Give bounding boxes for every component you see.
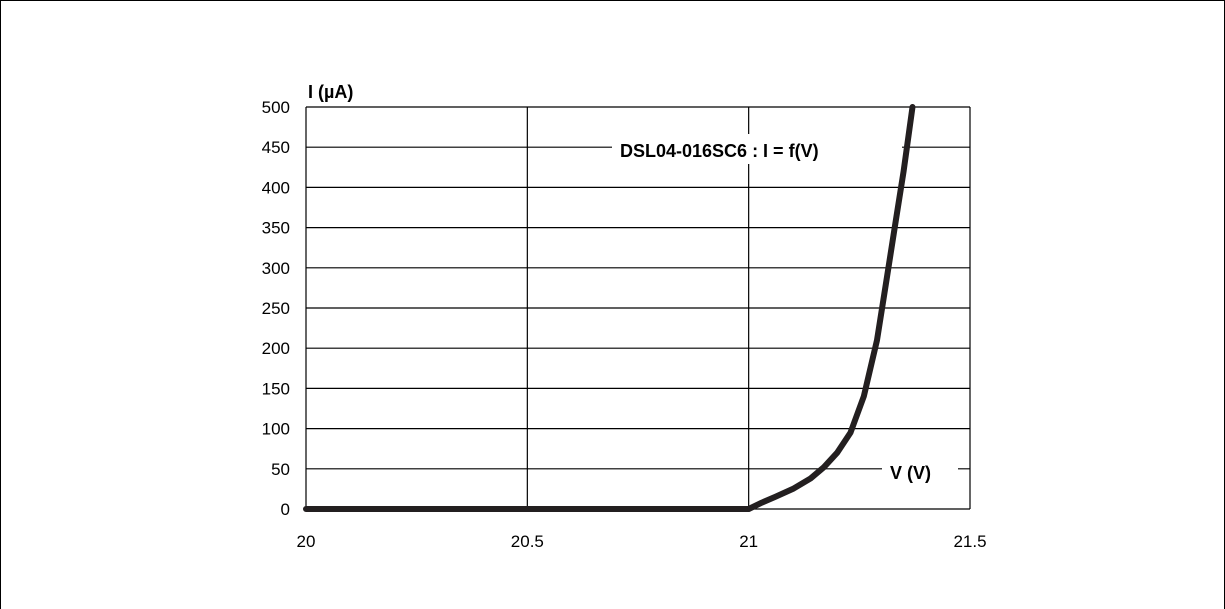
y-tick-label: 450 bbox=[262, 138, 290, 157]
y-tick-label: 200 bbox=[262, 339, 290, 358]
grid bbox=[305, 106, 971, 510]
chart-title: DSL04-016SC6 : I = f(V) bbox=[620, 141, 819, 161]
y-tick-label: 300 bbox=[262, 259, 290, 278]
y-tick-label: 150 bbox=[262, 379, 290, 398]
y-tick-label: 500 bbox=[262, 98, 290, 117]
y-tick-label: 350 bbox=[262, 219, 290, 238]
y-tick-label: 0 bbox=[281, 500, 290, 519]
x-tick-label: 20 bbox=[297, 532, 316, 551]
title-background bbox=[612, 134, 902, 164]
y-tick-label: 250 bbox=[262, 299, 290, 318]
x-axis-label: V (V) bbox=[890, 463, 931, 483]
x-tick-label: 20.5 bbox=[511, 532, 544, 551]
x-tick-label: 21.5 bbox=[953, 532, 986, 551]
x-tick-label: 21 bbox=[739, 532, 758, 551]
y-tick-labels: 0 50 100 150 200 250 300 350 400 450 500 bbox=[262, 98, 290, 519]
x-tick-labels: 20 20.5 21 21.5 bbox=[297, 532, 987, 551]
series-line bbox=[303, 104, 916, 512]
y-tick-label: 100 bbox=[262, 420, 290, 439]
y-tick-label: 400 bbox=[262, 178, 290, 197]
xlabel-background bbox=[882, 456, 958, 484]
y-axis-label: I (µA) bbox=[308, 82, 353, 102]
y-tick-label: 50 bbox=[271, 460, 290, 479]
